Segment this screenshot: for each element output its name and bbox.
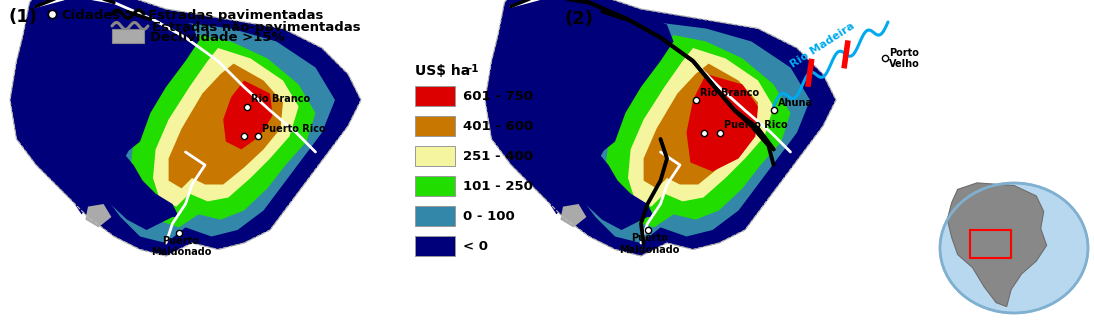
Polygon shape	[485, 0, 836, 256]
Text: Porto
Velho: Porto Velho	[889, 48, 920, 69]
Text: Puerto
Maldonado: Puerto Maldonado	[151, 236, 211, 257]
Polygon shape	[643, 64, 758, 188]
Polygon shape	[223, 81, 272, 150]
Text: Puerto Rico: Puerto Rico	[724, 121, 788, 131]
Text: (2): (2)	[565, 10, 594, 28]
FancyBboxPatch shape	[415, 86, 455, 106]
Text: Estradas não-pavimentadas: Estradas não-pavimentadas	[152, 21, 361, 34]
Text: 401 - 600: 401 - 600	[463, 120, 533, 133]
FancyBboxPatch shape	[415, 236, 455, 256]
Text: Cidades: Cidades	[61, 9, 120, 22]
Text: Puerto
Maldonado: Puerto Maldonado	[619, 233, 679, 255]
Text: Ahuna: Ahuna	[778, 98, 813, 109]
Polygon shape	[85, 204, 112, 227]
Polygon shape	[560, 204, 586, 227]
Polygon shape	[153, 48, 299, 206]
Polygon shape	[488, 0, 674, 184]
Text: < 0: < 0	[463, 239, 488, 252]
FancyBboxPatch shape	[415, 116, 455, 136]
Polygon shape	[570, 22, 810, 243]
Text: 0 - 100: 0 - 100	[463, 209, 515, 222]
Text: -1: -1	[467, 64, 478, 74]
Polygon shape	[947, 183, 1047, 306]
Text: US$ ha: US$ ha	[415, 64, 470, 78]
Polygon shape	[10, 0, 361, 256]
Text: Estradas pavimentadas: Estradas pavimentadas	[148, 9, 324, 22]
Polygon shape	[628, 48, 773, 206]
Polygon shape	[563, 142, 654, 230]
Polygon shape	[88, 142, 179, 230]
FancyBboxPatch shape	[415, 206, 455, 226]
Text: (1): (1)	[8, 8, 37, 26]
Text: Declividade >15%: Declividade >15%	[150, 31, 284, 44]
Polygon shape	[605, 35, 791, 227]
Polygon shape	[56, 139, 133, 214]
Bar	[969, 230, 1011, 258]
Ellipse shape	[940, 183, 1089, 313]
Text: Rio Branco: Rio Branco	[699, 88, 759, 98]
Text: 601 - 750: 601 - 750	[463, 90, 533, 103]
Text: Puerto Rico: Puerto Rico	[263, 125, 326, 135]
Polygon shape	[129, 35, 315, 227]
Polygon shape	[687, 74, 758, 171]
FancyBboxPatch shape	[415, 176, 455, 196]
Text: Rio Branco: Rio Branco	[251, 95, 310, 105]
Polygon shape	[531, 139, 608, 214]
Polygon shape	[13, 0, 198, 184]
Polygon shape	[168, 64, 283, 188]
FancyBboxPatch shape	[415, 146, 455, 166]
Text: 251 - 400: 251 - 400	[463, 150, 533, 163]
FancyBboxPatch shape	[112, 29, 144, 43]
Text: Rio Madeira: Rio Madeira	[789, 21, 857, 70]
Polygon shape	[94, 22, 335, 243]
Text: 101 - 250: 101 - 250	[463, 179, 533, 192]
